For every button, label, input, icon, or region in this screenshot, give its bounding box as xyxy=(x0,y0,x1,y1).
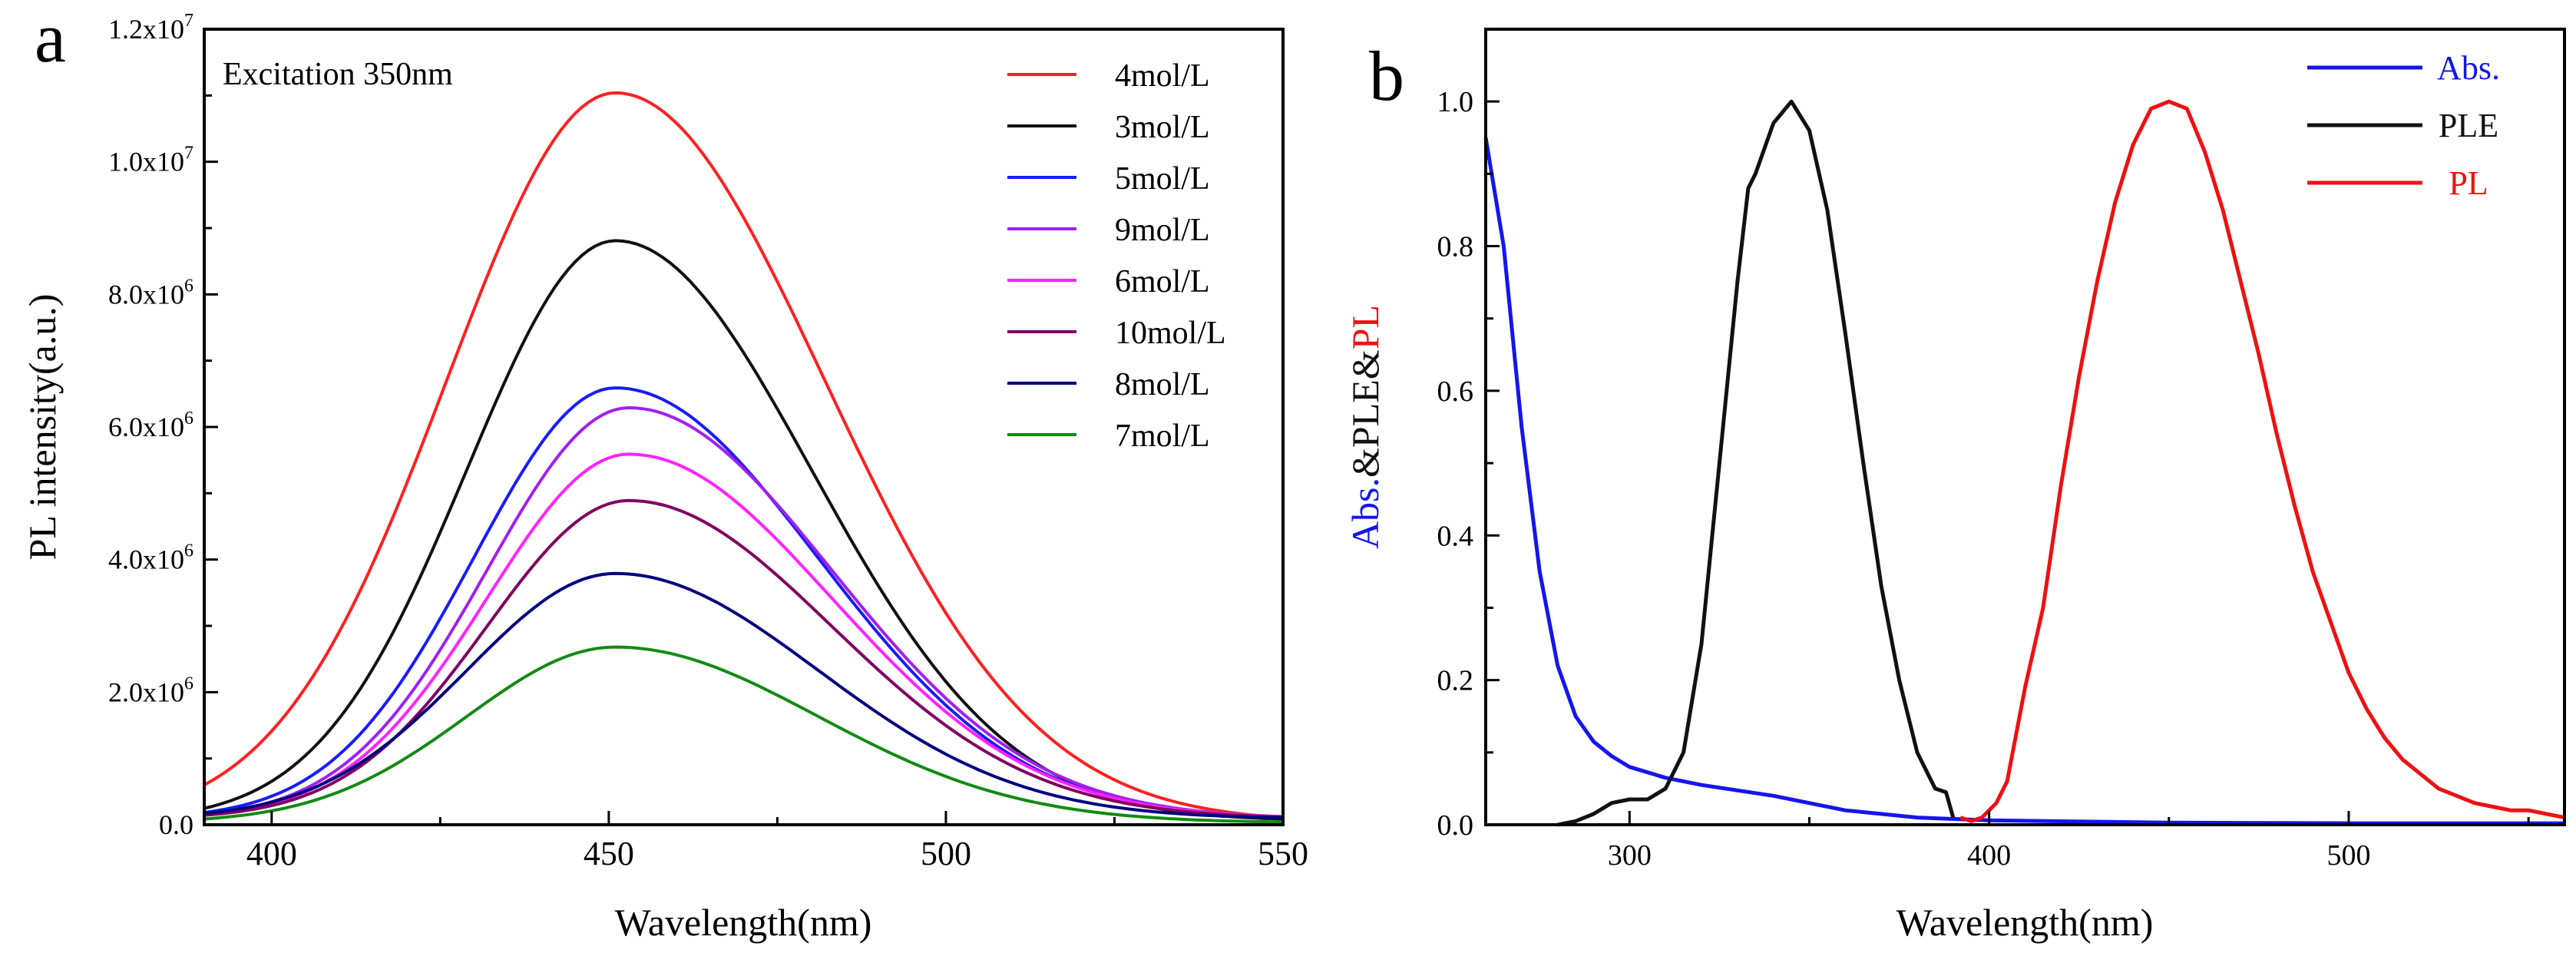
y-tick-label: 0.0 xyxy=(159,809,193,840)
legend-label-0: 4mol/L xyxy=(1115,58,1210,94)
y-tick-label: 1.0x107 xyxy=(108,144,193,177)
series-line-4 xyxy=(203,452,1284,819)
panel-a-x-label: Wavelength(nm) xyxy=(615,901,872,944)
panel-a-x-axis: 400 450 500 550 xyxy=(246,811,1308,872)
y-tick-label: 0.0 xyxy=(1437,809,1474,842)
legend-label-5: 10mol/L xyxy=(1115,316,1226,351)
y-tick-label: 2.0x106 xyxy=(108,673,193,707)
y-tick-mantissa: 2.0x10 xyxy=(108,677,184,707)
legend-label-1: PLE xyxy=(2439,107,2498,144)
panel-b-legend: Abs. PLE PL xyxy=(2307,49,2500,202)
y-tick-label: 0.8 xyxy=(1437,231,1474,263)
x-tick-label: 450 xyxy=(584,835,634,872)
y-tick-exponent: 7 xyxy=(184,144,193,164)
y-tick-exponent: 7 xyxy=(184,11,193,31)
series-line-5 xyxy=(203,498,1284,819)
y-tick-label: 6.0x106 xyxy=(108,409,193,442)
panel-b-y-axis: 0.0 0.2 0.4 0.6 0.8 1.0 xyxy=(1437,28,1500,842)
panel-a-legend: 4mol/L 3mol/L 5mol/L 9mol/L 6mol/L 10mol/L 8mo… xyxy=(1007,58,1226,454)
x-tick-label: 400 xyxy=(1967,839,2011,872)
y-tick-label: 0.4 xyxy=(1437,520,1474,552)
y-tick-mantissa: 0.0 xyxy=(159,809,193,840)
y-tick-mantissa: 4.0x10 xyxy=(108,544,184,575)
x-tick-label: 500 xyxy=(921,835,971,872)
y-tick-label: 1.0 xyxy=(1437,86,1474,118)
panel-a-annotation: Excitation 350nm xyxy=(223,57,453,92)
panel-a-label: a xyxy=(35,0,66,77)
y-label-part-0: Abs. xyxy=(1344,478,1387,549)
y-tick-mantissa: 6.0x10 xyxy=(108,412,184,442)
y-tick-label: 8.0x106 xyxy=(108,276,193,309)
panel-a-y-axis: 0.02.0x1064.0x1066.0x1068.0x1061.0x1071.… xyxy=(108,11,218,840)
y-tick-label: 0.6 xyxy=(1437,376,1474,408)
panel-a-y-label: PL intensity(a.u.) xyxy=(21,294,64,561)
series-line-3 xyxy=(203,405,1284,819)
panel-b-frame xyxy=(1484,28,2566,826)
y-tick-exponent: 6 xyxy=(184,673,193,693)
panel-b-x-axis: 300 400 500 xyxy=(1608,811,2530,872)
y-tick-mantissa: 1.0x10 xyxy=(108,147,184,177)
legend-label-3: 9mol/L xyxy=(1115,213,1210,248)
panel-a: a 400 450 500 550 0.02.0x1064.0x1066.0x1068… xyxy=(21,0,1308,944)
y-tick-label: 4.0x106 xyxy=(108,541,193,575)
series-line-6 xyxy=(203,571,1284,819)
panel-b-y-label: Abs.&PLE&PL xyxy=(1344,305,1387,549)
panel-b-series xyxy=(1483,99,2565,827)
panel-b-x-label: Wavelength(nm) xyxy=(1896,901,2154,944)
series-line-0 xyxy=(1483,137,2564,826)
legend-label-4: 6mol/L xyxy=(1115,264,1210,299)
series-line-7 xyxy=(203,645,1284,824)
panel-b-label: b xyxy=(1369,37,1404,115)
panel-b: b 300 400 500 0.0 0.2 0.4 0.6 0.8 1.0 Abs. PLE PL… xyxy=(1344,28,2566,944)
x-tick-label: 300 xyxy=(1608,839,1652,872)
y-tick-mantissa: 8.0x10 xyxy=(108,279,184,309)
x-tick-label: 400 xyxy=(246,835,297,872)
legend-label-2: 5mol/L xyxy=(1115,161,1210,197)
legend-label-2: PL xyxy=(2449,164,2488,202)
y-tick-exponent: 6 xyxy=(184,276,193,296)
series-line-1 xyxy=(1557,99,1956,827)
y-tick-label: 0.2 xyxy=(1437,665,1474,697)
y-label-part-1: &PLE& xyxy=(1344,349,1387,478)
y-tick-exponent: 6 xyxy=(184,541,193,561)
y-tick-exponent: 6 xyxy=(184,409,193,429)
series-line-0 xyxy=(203,91,1284,819)
x-tick-label: 500 xyxy=(2327,839,2371,872)
y-tick-mantissa: 1.2x10 xyxy=(108,14,184,45)
panel-a-series xyxy=(203,91,1284,824)
legend-label-0: Abs. xyxy=(2437,49,2500,87)
legend-label-1: 3mol/L xyxy=(1115,110,1210,145)
y-tick-label: 1.2x107 xyxy=(108,11,193,45)
y-label-part-2: PL xyxy=(1344,305,1387,349)
x-tick-label: 550 xyxy=(1258,835,1308,872)
legend-label-6: 8mol/L xyxy=(1115,367,1210,402)
series-line-2 xyxy=(1959,99,2565,823)
legend-label-7: 7mol/L xyxy=(1115,419,1210,454)
